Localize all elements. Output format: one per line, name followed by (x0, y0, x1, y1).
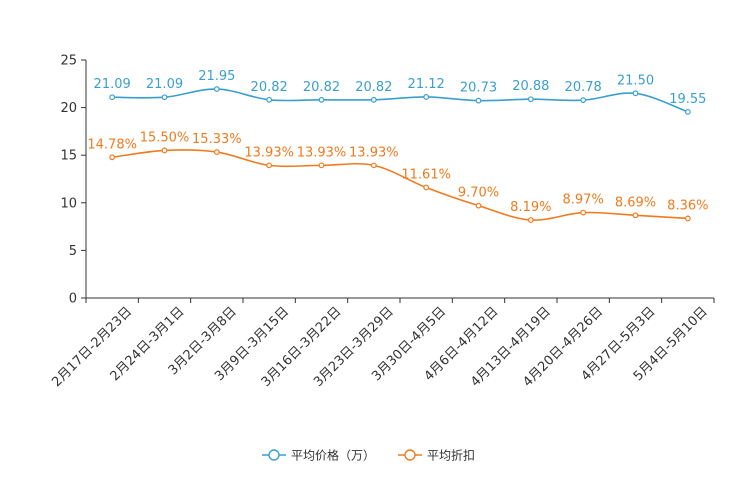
data-labels: 21.09 21.09 21.95 20.82 20.82 20.82 21.12 20.73… (87, 69, 708, 215)
data-point[interactable] (266, 96, 273, 103)
data-point[interactable] (266, 162, 273, 169)
data-point[interactable] (580, 97, 587, 104)
data-label: 21.12 (408, 77, 445, 92)
data-label: 13.93% (297, 145, 347, 160)
data-label: 13.93% (349, 145, 399, 160)
data-label: 20.82 (303, 80, 340, 95)
legend-marker-icon (404, 449, 416, 461)
data-point[interactable] (213, 86, 220, 92)
series-line-1 (112, 149, 688, 221)
data-label: 15.50% (140, 130, 190, 145)
data-point[interactable] (161, 94, 168, 101)
data-point[interactable] (527, 217, 534, 223)
data-label: 21.95 (198, 69, 235, 84)
data-label: 21.50 (617, 73, 654, 88)
legend-item-0[interactable]: 平均价格（万） (262, 448, 375, 463)
data-point[interactable] (161, 147, 168, 154)
data-point[interactable] (632, 212, 639, 219)
data-label: 20.88 (512, 79, 549, 94)
legend-item-1[interactable]: 平均折扣 (398, 448, 475, 463)
data-point[interactable] (423, 94, 430, 100)
legend-label: 平均价格（万） (291, 448, 375, 463)
data-label: 13.93% (244, 145, 294, 160)
series-layer (109, 86, 691, 223)
data-point[interactable] (109, 154, 116, 161)
y-tick-label: 0 (69, 292, 77, 307)
data-label: 8.19% (510, 200, 551, 215)
data-label: 8.97% (563, 193, 604, 208)
data-label: 8.69% (615, 195, 656, 210)
data-point[interactable] (318, 96, 325, 103)
data-point[interactable] (109, 94, 116, 101)
data-label: 9.70% (458, 186, 499, 201)
series-line-0 (112, 88, 689, 113)
data-label: 14.78% (87, 137, 137, 152)
y-tick-label: 5 (69, 244, 77, 259)
axes: 05101520252月17日-2月23日2月24日-3月1日3月2日-3月8日… (49, 54, 715, 390)
data-point[interactable] (423, 184, 430, 191)
data-point[interactable] (475, 202, 482, 209)
y-tick-label: 25 (60, 54, 77, 69)
data-label: 21.09 (94, 77, 131, 92)
data-label: 20.78 (565, 80, 602, 95)
data-point[interactable] (684, 108, 691, 115)
data-point[interactable] (580, 209, 587, 216)
data-point[interactable] (370, 162, 377, 169)
data-label: 20.82 (251, 80, 288, 95)
data-label: 15.33% (192, 132, 242, 147)
data-point[interactable] (527, 96, 534, 103)
data-label: 11.61% (401, 167, 451, 182)
data-label: 20.73 (460, 81, 497, 96)
data-point[interactable] (632, 90, 639, 97)
y-tick-label: 15 (60, 149, 77, 164)
data-point[interactable] (213, 149, 220, 155)
legend-label: 平均折扣 (427, 448, 475, 463)
data-label: 21.09 (146, 77, 183, 92)
data-label: 19.55 (669, 92, 706, 107)
data-label: 20.82 (355, 80, 392, 95)
legend-marker-icon (268, 449, 280, 461)
data-point[interactable] (475, 97, 482, 104)
y-tick-label: 20 (60, 101, 77, 116)
data-point[interactable] (318, 162, 325, 169)
data-point[interactable] (370, 96, 377, 103)
data-point[interactable] (684, 215, 691, 222)
data-label: 8.36% (667, 198, 708, 213)
legend[interactable]: 平均价格（万） 平均折扣 (262, 448, 475, 463)
y-tick-label: 10 (60, 196, 77, 211)
